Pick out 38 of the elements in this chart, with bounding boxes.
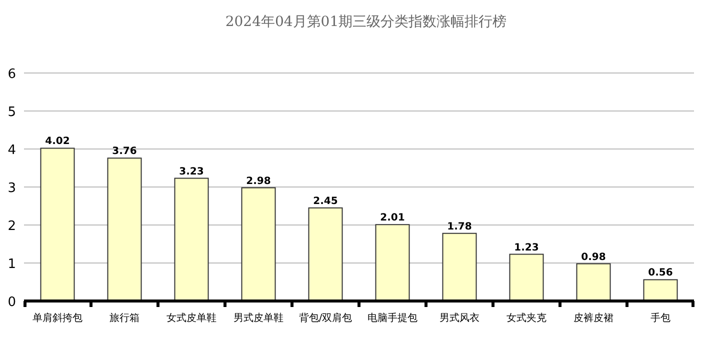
data-label: 0.56	[648, 268, 673, 279]
bar	[375, 224, 410, 302]
x-tick-label: 女式夹克	[506, 312, 546, 324]
data-label: 2.98	[246, 176, 271, 187]
y-tick-label: 3	[8, 181, 16, 196]
data-label: 2.45	[313, 196, 338, 207]
bar	[174, 178, 209, 302]
x-tick-label: 男式皮单鞋	[234, 312, 284, 324]
x-tick-label: 旅行箱	[110, 312, 140, 324]
y-tick-label: 4	[8, 143, 16, 158]
bar	[643, 279, 678, 302]
chart-title: 2024年04月第01期三级分类指数涨幅排行榜	[225, 14, 507, 30]
y-tick-label: 1	[8, 257, 16, 272]
bar	[509, 254, 544, 302]
data-label: 3.23	[179, 166, 204, 178]
x-tick-label: 单肩斜挎包	[32, 312, 82, 324]
y-tick-label: 0	[8, 295, 16, 310]
data-label: 0.98	[581, 252, 606, 263]
bar	[107, 158, 142, 302]
bar	[241, 187, 276, 302]
y-tick-label: 2	[8, 219, 16, 234]
data-label: 1.23	[514, 242, 539, 254]
x-tick-label: 背包/双肩包	[298, 312, 352, 324]
x-tick-label: 手包	[650, 312, 670, 324]
bar	[442, 232, 477, 302]
data-label: 4.02	[45, 136, 70, 148]
x-tick-label: 电脑手提包	[368, 312, 418, 324]
bar	[576, 263, 611, 302]
x-tick-label: 皮裤皮裙	[574, 312, 614, 324]
y-tick-label: 6	[8, 67, 16, 82]
bar	[40, 148, 75, 302]
data-label: 2.01	[380, 212, 405, 224]
x-tick-label: 女式皮单鞋	[166, 312, 216, 324]
data-label: 3.76	[112, 146, 137, 158]
x-tick-label: 男式风衣	[440, 312, 480, 324]
y-tick-label: 5	[8, 105, 16, 120]
data-label: 1.78	[447, 221, 472, 232]
bar	[308, 207, 343, 302]
